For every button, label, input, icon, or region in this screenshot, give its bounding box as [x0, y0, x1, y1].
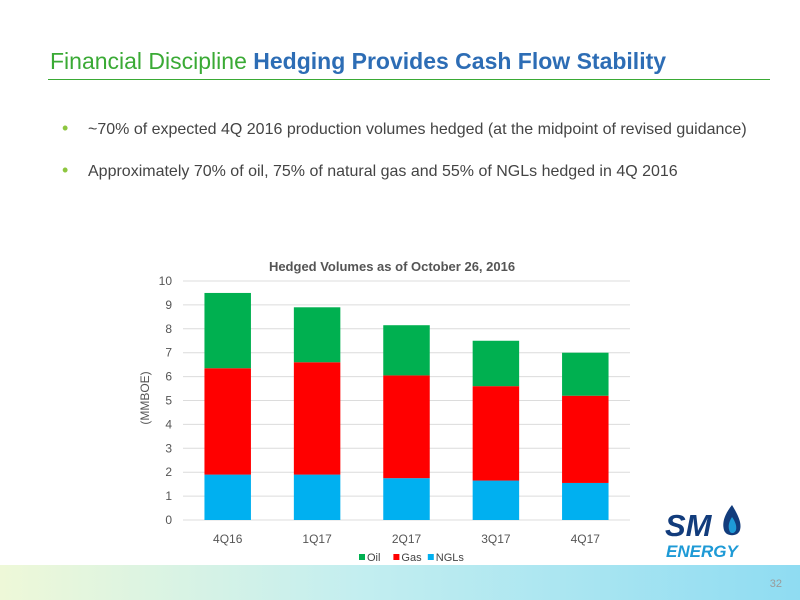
- bar-oil: [472, 340, 520, 387]
- y-tick-label: 4: [165, 417, 172, 431]
- title-main: Hedging Provides Cash Flow Stability: [253, 48, 667, 74]
- x-tick-label: 4Q17: [571, 532, 601, 546]
- bar-stacks: [204, 292, 609, 520]
- bullet-text: ~70% of expected 4Q 2016 production volu…: [88, 121, 747, 138]
- bar-oil: [293, 307, 341, 363]
- x-tick-label: 1Q17: [302, 532, 332, 546]
- legend-label-ngls: NGLs: [436, 552, 465, 564]
- bullet-icon: •: [62, 118, 69, 138]
- bar-ngls: [562, 482, 609, 520]
- chart-legend: Oil Gas NGLs: [359, 552, 464, 564]
- legend-swatch-gas: [393, 554, 400, 560]
- bar-oil: [204, 292, 251, 369]
- bullet-text: Approximately 70% of oil, 75% of natural…: [88, 163, 678, 180]
- slide-title: Financial Discipline Hedging Provides Ca…: [50, 48, 666, 75]
- y-tick-label: 3: [165, 441, 172, 455]
- legend-swatch-ngls: [427, 554, 434, 560]
- bullet-list: • ~70% of expected 4Q 2016 production vo…: [62, 118, 762, 202]
- bar-ngls: [204, 474, 251, 520]
- bar-gas: [204, 368, 251, 475]
- bar-ngls: [293, 474, 341, 520]
- y-tick-label: 7: [165, 346, 172, 360]
- x-tick-labels: 4Q16 1Q17 2Q17 3Q17 4Q17: [213, 532, 600, 546]
- bullet-item: • Approximately 70% of oil, 75% of natur…: [62, 160, 762, 184]
- bullet-item: • ~70% of expected 4Q 2016 production vo…: [62, 118, 762, 142]
- y-tick-label: 5: [165, 394, 172, 408]
- chart-title: Hedged Volumes as of October 26, 2016: [269, 259, 515, 274]
- y-tick-labels: 0 1 2 3 4 5 6 7 8 9 10: [159, 274, 173, 527]
- y-tick-label: 10: [159, 274, 173, 288]
- logo-text-sm: SM: [665, 508, 713, 543]
- x-tick-label: 4Q16: [213, 532, 243, 546]
- y-axis-label: (MMBOE): [138, 371, 152, 424]
- y-tick-label: 2: [165, 465, 172, 479]
- y-tick-label: 1: [165, 489, 172, 503]
- logo-text-energy: ENERGY: [666, 542, 739, 561]
- bar-ngls: [472, 480, 520, 520]
- title-section-label: Financial Discipline: [50, 48, 247, 74]
- bar-oil: [562, 352, 609, 396]
- page-number: 32: [769, 578, 782, 590]
- y-tick-label: 8: [165, 322, 172, 336]
- bar-gas: [293, 362, 341, 475]
- y-tick-label: 6: [165, 370, 172, 384]
- bar-gas: [562, 395, 609, 483]
- flame-inner-icon: [728, 517, 737, 534]
- bar-oil: [383, 325, 430, 376]
- footer-band: [0, 565, 800, 600]
- y-tick-label: 0: [165, 513, 172, 527]
- y-tick-label: 9: [165, 298, 172, 312]
- legend-label-gas: Gas: [401, 552, 422, 564]
- title-underline: [48, 79, 770, 80]
- x-tick-label: 3Q17: [481, 532, 511, 546]
- bar-gas: [472, 386, 520, 481]
- legend-swatch-oil: [359, 554, 365, 560]
- bullet-icon: •: [62, 160, 69, 180]
- sm-energy-logo: SM ENERGY: [665, 505, 741, 561]
- legend-label-oil: Oil: [367, 552, 380, 564]
- x-tick-label: 2Q17: [392, 532, 422, 546]
- bar-gas: [383, 375, 430, 479]
- bar-ngls: [383, 478, 430, 520]
